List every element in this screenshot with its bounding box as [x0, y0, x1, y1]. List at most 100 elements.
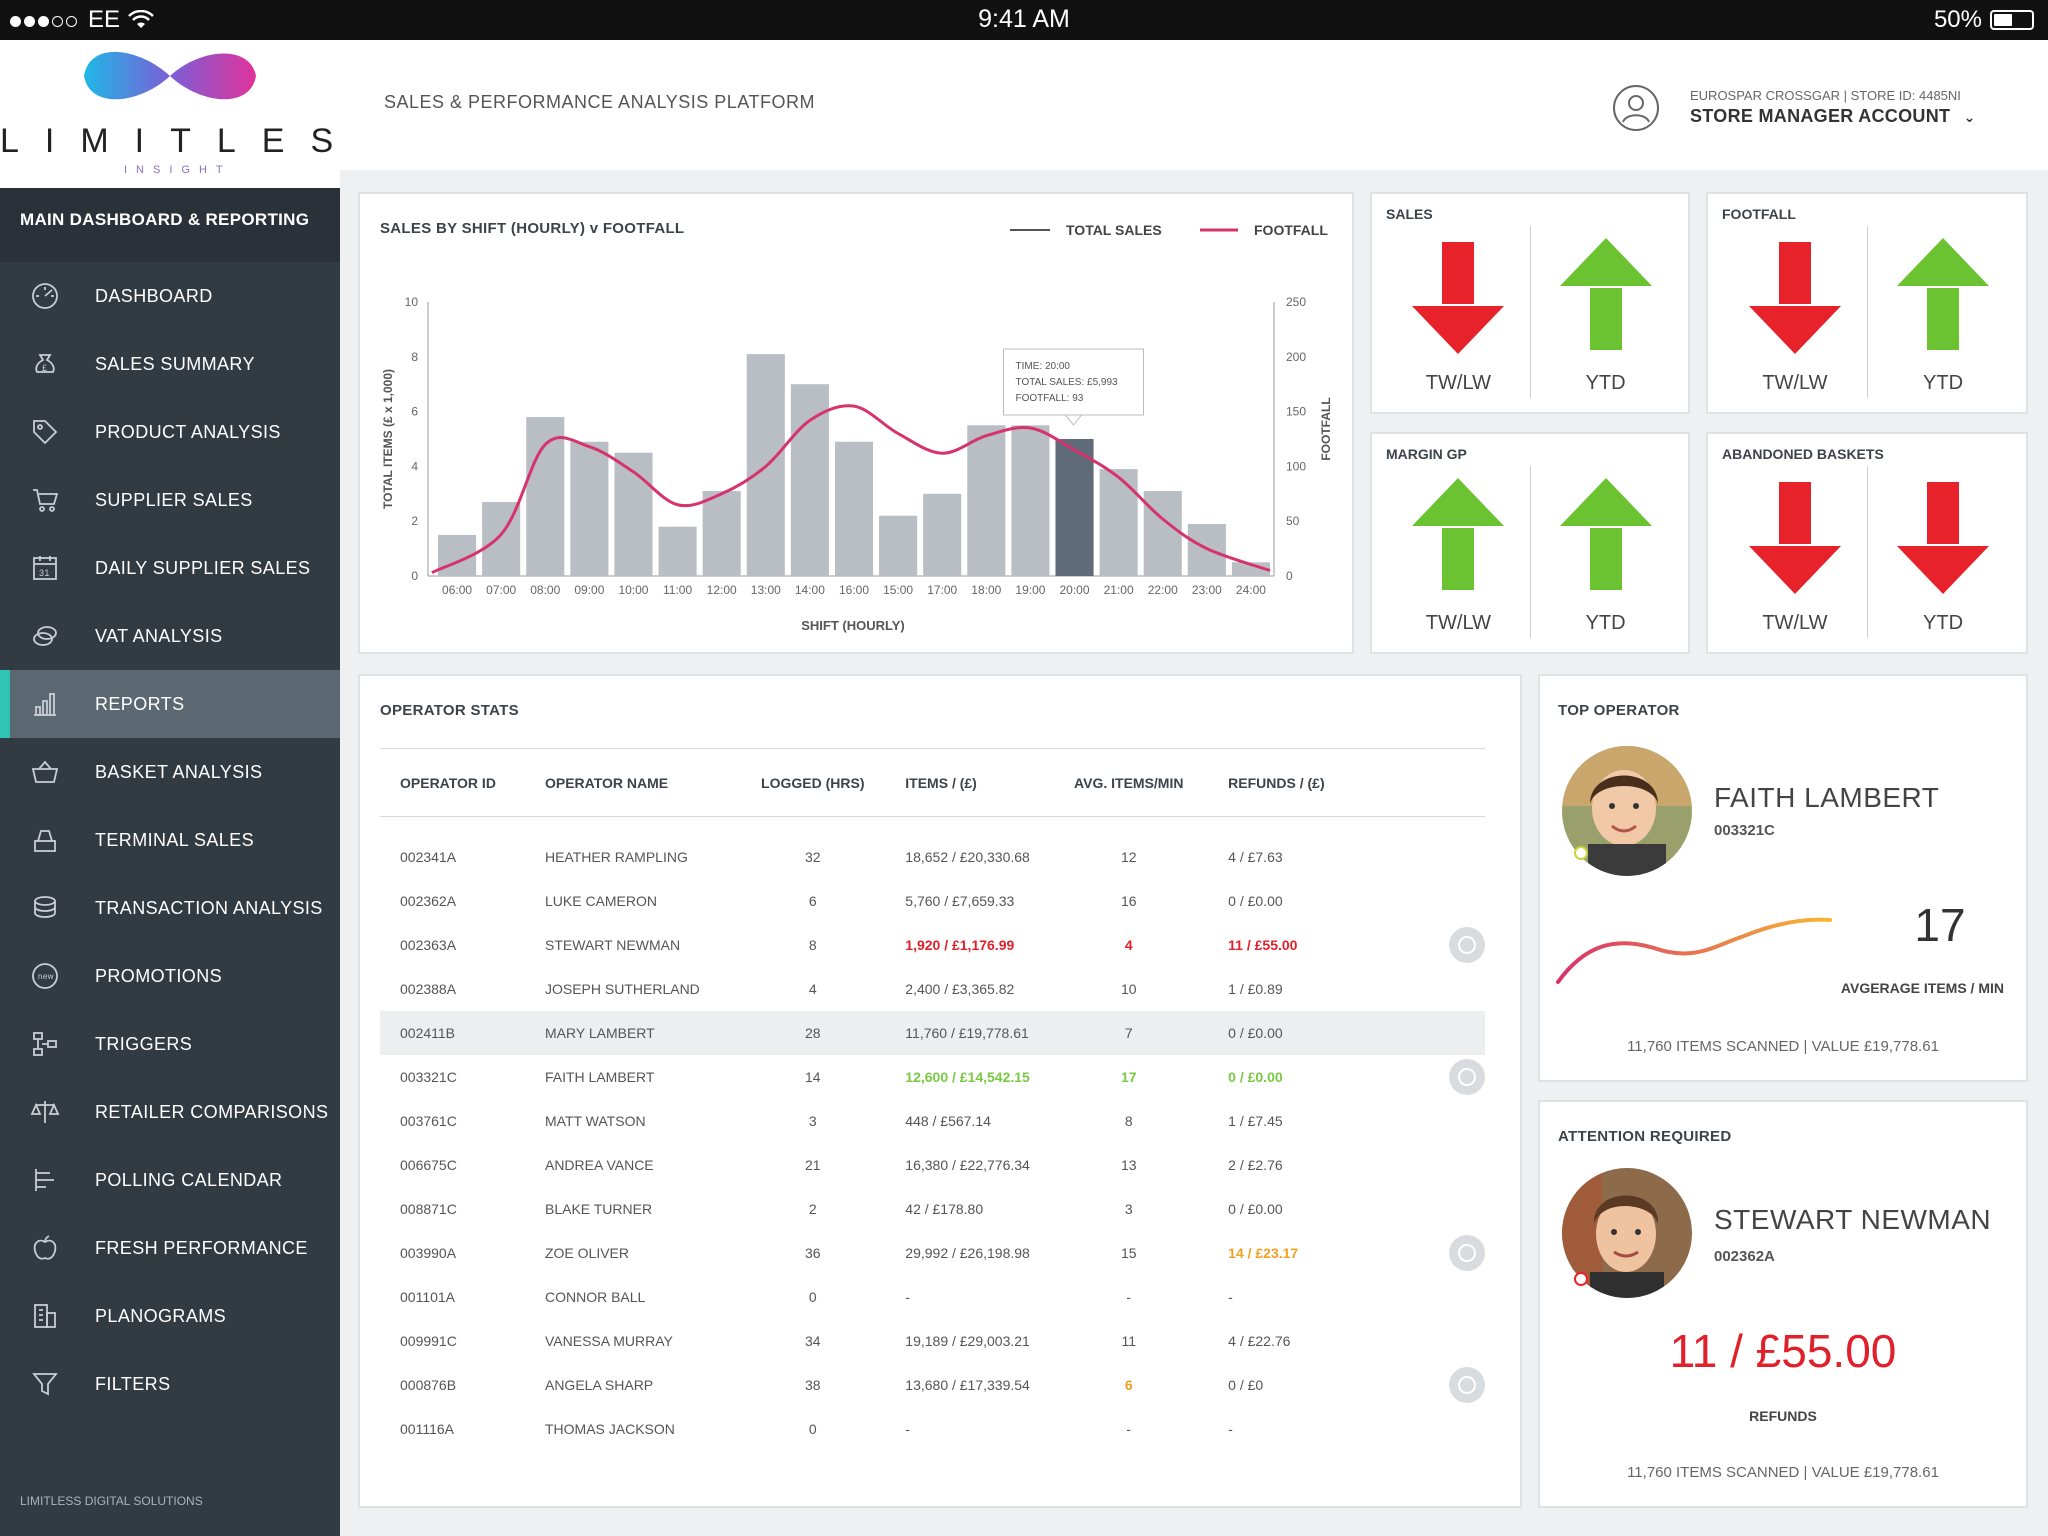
table-row[interactable]: 003761C MATT WATSON 3 448 / £567.14 8 1 / £7.… — [380, 1099, 1485, 1143]
sidebar-item-planograms[interactable]: PLANOGRAMS — [0, 1282, 340, 1350]
cell-hrs: 14 — [804, 1068, 821, 1085]
cell-avg: 12 — [1120, 848, 1137, 865]
logo[interactable]: LIMITLESS INSIGHT — [0, 40, 382, 188]
cell-avg: - — [1126, 1420, 1132, 1437]
sidebar-footer[interactable]: LIMITLESS DIGITAL SOLUTIONS — [20, 1494, 203, 1508]
sidebar-item-promotions[interactable]: new PROMOTIONS — [0, 942, 340, 1010]
cell-items: - — [905, 1288, 910, 1305]
flowchart-icon — [28, 1027, 62, 1061]
kpi-panel-sales[interactable]: SALES TW/LW YTD — [1370, 192, 1690, 414]
table-row[interactable]: 008871C BLAKE TURNER 2 42 / £178.80 3 0 / £0.… — [380, 1187, 1485, 1231]
kpi-panel-footfall[interactable]: FOOTFALL TW/LW YTD — [1706, 192, 2028, 414]
tooltip-footfall: FOOTFALL: 93 — [1016, 393, 1084, 404]
flag-badge-icon[interactable] — [1449, 1366, 1485, 1403]
y2-tick-label: 250 — [1286, 295, 1306, 309]
x-tick-label: 08:00 — [530, 583, 560, 597]
kpi-panel-margin-gp[interactable]: MARGIN GP TW/LW YTD — [1370, 432, 1690, 654]
status-dot-icon — [1574, 846, 1588, 860]
cell-name: MARY LAMBERT — [524, 1010, 741, 1055]
cell-id: 002363A — [400, 936, 457, 953]
cell-id: 001101A — [400, 1288, 456, 1305]
table-row[interactable]: 006675C ANDREA VANCE 21 16,380 / £22,776.34… — [380, 1143, 1485, 1187]
cell-refunds: - — [1228, 1420, 1233, 1437]
column-header[interactable]: REFUNDS / (£) — [1208, 748, 1429, 817]
table-row[interactable]: 002362A LUKE CAMERON 6 5,760 / £7,659.33 16 0… — [380, 879, 1485, 923]
y-tick-label: 8 — [411, 350, 418, 364]
x-tick-label: 14:00 — [795, 583, 825, 597]
flag-badge-icon[interactable] — [1449, 1234, 1485, 1271]
sidebar-item-retailer-comparisons[interactable]: RETAILER COMPARISONS — [0, 1078, 340, 1146]
cell-items: 12,600 / £14,542.15 — [905, 1068, 1030, 1085]
kpi-panel-abandoned-baskets[interactable]: ABANDONED BASKETS TW/LW YTD — [1706, 432, 2028, 654]
chart-title: SALES BY SHIFT (HOURLY) v FOOTFALL — [380, 220, 685, 237]
table-row[interactable]: 001101A CONNOR BALL 0 - - - — [380, 1275, 1485, 1319]
account-menu[interactable]: STORE MANAGER ACCOUNT ⌄ — [1690, 106, 1976, 127]
cell-items: 11,760 / £19,778.61 — [885, 1010, 1050, 1055]
kpi-divider — [1530, 466, 1531, 638]
flag-badge-icon[interactable] — [1449, 926, 1485, 963]
cell-items: 448 / £567.14 — [905, 1112, 991, 1129]
table-row[interactable]: 003990A ZOE OLIVER 36 29,992 / £26,198.98 15… — [380, 1231, 1485, 1275]
y2-tick-label: 0 — [1286, 569, 1293, 583]
top-operator-value-label: AVGERAGE ITEMS / MIN — [1840, 980, 2004, 996]
column-header[interactable]: LOGGED (HRS) — [740, 748, 886, 817]
column-header[interactable]: ITEMS / (£) — [885, 748, 1050, 817]
sidebar-item-daily-supplier-sales[interactable]: 31 DAILY SUPPLIER SALES — [0, 534, 340, 602]
user-avatar-icon[interactable] — [1612, 84, 1660, 132]
sidebar-item-product-analysis[interactable]: PRODUCT ANALYSIS — [0, 398, 340, 466]
cell-items: 18,652 / £20,330.68 — [905, 848, 1030, 865]
table-row[interactable]: 001116A THOMAS JACKSON 0 - - - — [380, 1407, 1485, 1451]
sidebar-item-supplier-sales[interactable]: SUPPLIER SALES — [0, 466, 340, 534]
sidebar-item-label: DASHBOARD — [95, 285, 213, 306]
y2-tick-label: 200 — [1286, 350, 1306, 364]
sidebar-item-fresh-performance[interactable]: FRESH PERFORMANCE — [0, 1214, 340, 1282]
sidebar-item-reports[interactable]: REPORTS — [0, 670, 340, 738]
x-tick-label: 12:00 — [707, 583, 737, 597]
cell-avg: - — [1126, 1288, 1132, 1305]
table-row[interactable]: 003321C FAITH LAMBERT 14 12,600 / £14,542.1… — [380, 1055, 1485, 1099]
table-row[interactable]: 009991C VANESSA MURRAY 34 19,189 / £29,003.… — [380, 1319, 1485, 1363]
bar-0900 — [570, 441, 609, 576]
bar-1400 — [790, 384, 829, 576]
sidebar-item-basket-analysis[interactable]: BASKET ANALYSIS — [0, 738, 340, 806]
sidebar-item-label: SALES SUMMARY — [95, 353, 255, 374]
cell-hrs: 21 — [804, 1156, 821, 1173]
account-label: STORE MANAGER ACCOUNT — [1690, 106, 1951, 126]
tooltip-sales: TOTAL SALES: £5,993 — [1016, 377, 1119, 388]
sidebar-item-transaction-analysis[interactable]: TRANSACTION ANALYSIS — [0, 874, 340, 942]
sidebar-item-vat-analysis[interactable]: VAT ANALYSIS — [0, 602, 340, 670]
sidebar-item-filters[interactable]: FILTERS — [0, 1350, 340, 1418]
cell-action — [1429, 1231, 1485, 1275]
attention-operator-name: STEWART NEWMAN — [1714, 1204, 1992, 1235]
table-row[interactable]: 002363A STEWART NEWMAN 8 1,920 / £1,176.99 4… — [380, 923, 1485, 967]
sidebar-item-polling-calendar[interactable]: POLLING CALENDAR — [0, 1146, 340, 1214]
bar-2200 — [1143, 491, 1182, 576]
table-row[interactable]: 002341A HEATHER RAMPLING 32 18,652 / £20,33… — [380, 835, 1485, 879]
cell-avg: 17 — [1120, 1068, 1137, 1085]
x-axis-title: SHIFT (HOURLY) — [801, 618, 905, 633]
cell-avg: 3 — [1124, 1200, 1133, 1217]
sidebar-item-terminal-sales[interactable]: TERMINAL SALES — [0, 806, 340, 874]
sidebar-item-dashboard[interactable]: DASHBOARD — [0, 262, 340, 330]
cell-action — [1429, 967, 1485, 1011]
arrow-up-icon — [1410, 478, 1507, 590]
svg-text:31: 31 — [39, 568, 50, 578]
svg-text:new: new — [38, 972, 54, 981]
stack-icon — [28, 891, 62, 925]
flag-badge-icon[interactable] — [1449, 1058, 1485, 1095]
cell-name: LUKE CAMERON — [544, 892, 658, 909]
cell-avg: 11 — [1121, 1332, 1137, 1349]
table-row[interactable]: 000876B ANGELA SHARP 38 13,680 / £17,339.54… — [380, 1363, 1485, 1407]
cell-avg: 8 — [1124, 1112, 1133, 1129]
sidebar-item-sales-summary[interactable]: £ SALES SUMMARY — [0, 330, 340, 398]
kpi-period-label: TW/LW — [1762, 372, 1828, 394]
cell-action — [1429, 835, 1485, 879]
column-header[interactable]: AVG. ITEMS/MIN — [1049, 748, 1209, 817]
column-header[interactable]: OPERATOR ID — [380, 748, 525, 817]
sidebar-item-triggers[interactable]: TRIGGERS — [0, 1010, 340, 1078]
table-row[interactable]: 002388A JOSEPH SUTHERLAND 4 2,400 / £3,365.… — [380, 967, 1485, 1011]
table-row[interactable]: 002411B MARY LAMBERT 28 11,760 / £19,778.61… — [380, 1010, 1485, 1055]
cell-items: 2,400 / £3,365.82 — [905, 980, 1015, 997]
column-header[interactable]: OPERATOR NAME — [524, 748, 741, 817]
